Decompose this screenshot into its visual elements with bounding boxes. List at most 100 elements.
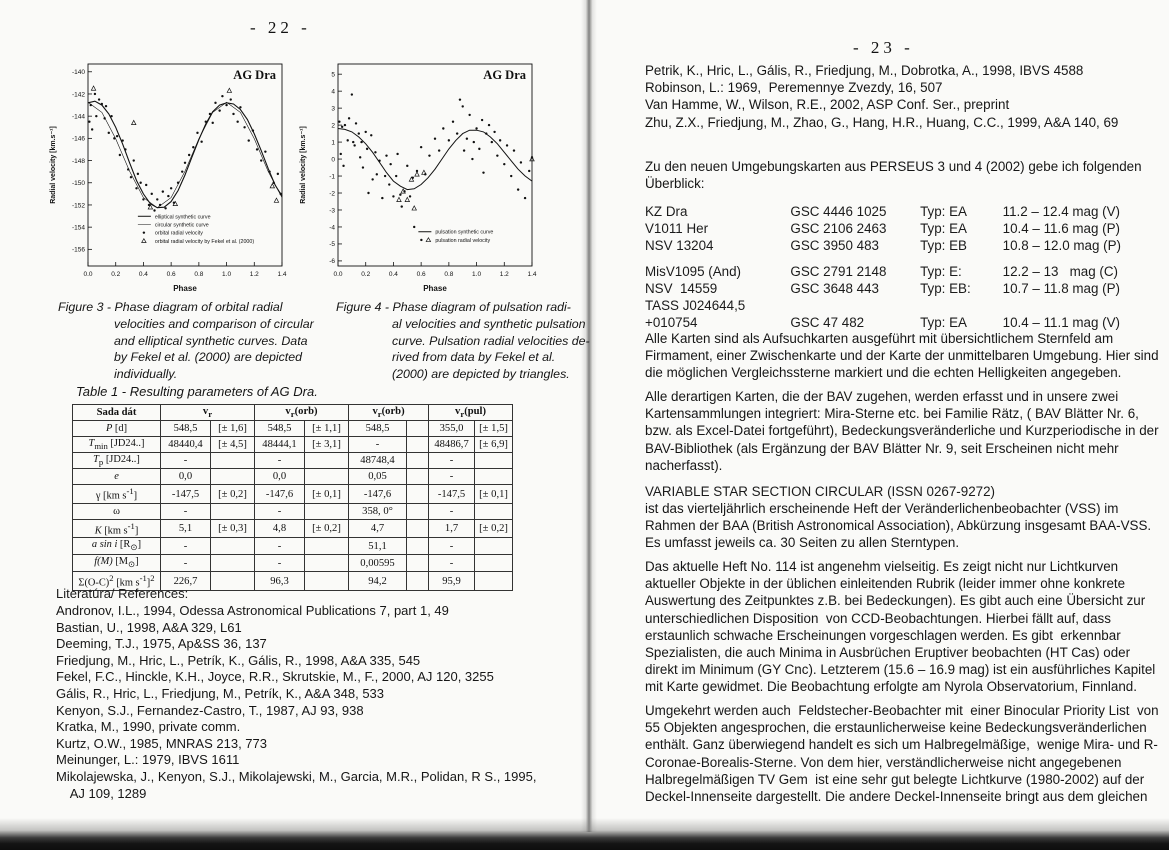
table-cell — [303, 502, 350, 520]
series-line — [87, 101, 283, 209]
star-mag: 10.7 – 11.8 mag (P) — [1002, 281, 1120, 296]
vss-heading: VARIABLE STAR SECTION CIRCULAR (ISSN 026… — [645, 484, 995, 499]
table-cell: - — [160, 537, 211, 556]
table-cell: [± 6,9] — [474, 436, 514, 454]
param-label: f(M) [M⊙] — [72, 554, 161, 573]
svg-text:0.8: 0.8 — [444, 271, 453, 278]
svg-text:pulsation radial velocity: pulsation radial velocity — [435, 238, 490, 244]
table-cell: - — [428, 452, 476, 470]
table-cell: 4,8 — [254, 518, 305, 539]
text-line: Zu den neuen Umgebungskarten aus PERSEUS… — [645, 159, 1142, 174]
star-mag: 10.4 – 11.1 mag (V) — [1002, 315, 1120, 330]
chart-legend: elliptical synthetic curve circular synth… — [137, 214, 254, 245]
text-line: Halbregelmäßigen TV Gem ist eine sehr gu… — [645, 771, 1145, 787]
text-line: 55 Objekten angesprochen, die erstaunlic… — [645, 720, 1147, 736]
star-name: MisV1095 (And) — [645, 264, 742, 279]
star-row: MisV1095 (And) GSC 2791 2148 Typ: E: 12.2 –… — [645, 263, 1150, 280]
text-line: Es umfasst jeweils ca. 30 Seiten zu alle… — [645, 535, 960, 551]
series-line — [337, 128, 533, 191]
star-mag: 10.8 – 12.0 mag (P) — [1002, 238, 1121, 253]
figure3-caption: Figure 3 - Phase diagram of orbital radi… — [58, 299, 334, 383]
text-line: Kurtz, O.W., 1985, MNRAS 213, 773 — [56, 735, 267, 751]
svg-text:elliptical synthetic curve: elliptical synthetic curve — [155, 214, 211, 220]
star-gsc: GSC 2106 2463 — [790, 221, 887, 236]
star-gsc: GSC 3950 483 — [790, 238, 879, 253]
text-line: Van Hamme, W., Wilson, R.E., 2002, ASP C… — [645, 97, 1010, 113]
text-line: individually. — [114, 367, 178, 382]
text-line: Deckel-Innenseite dargestellt. Die ander… — [645, 789, 1148, 805]
svg-text:3: 3 — [331, 105, 335, 112]
text-line: Alle derartigen Karten, die der BAV zuge… — [645, 389, 1119, 404]
svg-text:orbital radial velocity: orbital radial velocity — [155, 231, 203, 237]
chart-axes: 0.0 0.2 0.4 0.6 0.8 1.0 1.2 1.4 5 4 3 2 1 0 -1 -2 -3 -4 -5… — [300, 63, 537, 293]
table-cell — [303, 468, 350, 486]
text-line: Bastian, U., 1998, A&A 329, L61 — [56, 619, 242, 635]
text-line: bzw. als Excel-Datei fortgeführt), Bedec… — [645, 423, 1159, 439]
param-label: γ [km s-1] — [72, 484, 161, 504]
svg-text:1.0: 1.0 — [472, 271, 481, 278]
text-line: velocities and comparison of circular — [114, 316, 314, 331]
text-line: Petrik, K., Hric, L., Gális, R., Friedju… — [645, 63, 1084, 78]
table-header-cell: vr(orb) — [253, 403, 350, 422]
svg-text:4: 4 — [331, 88, 335, 95]
table-cell: - — [428, 537, 476, 556]
svg-text:Phase: Phase — [173, 284, 197, 293]
karten-paragraph: Alle Karten sind als Aufsuchkarten ausge… — [645, 330, 1159, 382]
svg-text:-2: -2 — [329, 190, 335, 197]
table-cell: - — [254, 452, 305, 470]
scan-page-22: - 22 - 0.0 0.2 0.4 0.6 0.8 1.0 1.2 1.4 -140 -142-… — [50, 18, 590, 801]
table-cell — [474, 554, 514, 573]
text-line: aktueller Objekte in der üblichen einlei… — [645, 576, 1126, 592]
table-cell: 0,05 — [348, 468, 408, 486]
series-triangles — [90, 85, 280, 210]
svg-text:0.6: 0.6 — [417, 271, 426, 278]
svg-text:-152: -152 — [72, 202, 85, 209]
umgekehrt-paragraph: Umgekehrt werden auch Feldstecher-Beobac… — [645, 702, 1159, 805]
table-cell — [406, 452, 430, 470]
table-cell: 548,5 — [348, 420, 408, 438]
chart-legend: pulsation synthetic curve pulsation radia… — [418, 230, 493, 244]
table-cell — [474, 502, 514, 520]
svg-text:1.4: 1.4 — [527, 271, 536, 278]
svg-text:orbital radial velocity by Fek: orbital radial velocity by Fekel et al. … — [155, 239, 254, 245]
text-line: Robinson, L.: 1969, Peremennye Zvezdy, 1… — [645, 80, 943, 96]
svg-text:-150: -150 — [72, 180, 85, 187]
svg-text:-4: -4 — [329, 224, 335, 231]
text-line: Das aktuelle Heft No. 114 ist angenehm v… — [645, 559, 1119, 574]
text-line: Auswertung des Zeitpunktes z.B. bei Bede… — [645, 593, 1146, 609]
param-label: P [d] — [72, 420, 161, 438]
table-cell — [210, 452, 255, 470]
table-cell: - — [254, 502, 305, 520]
param-label: K [km s-1] — [72, 518, 161, 539]
table-cell: 358, 0° — [348, 502, 408, 520]
text-line: Mikolajewska, J., Kenyon, S.J., Mikolaje… — [56, 768, 537, 784]
table-cell: [± 1,6] — [210, 420, 255, 438]
table-cell: [± 3,1] — [303, 436, 350, 454]
svg-text:-154: -154 — [72, 224, 85, 231]
text-line: rived from data by Fekel et al. — [392, 350, 556, 365]
derartigen-paragraph: Alle derartigen Karten, die der BAV zuge… — [645, 388, 1159, 474]
table-cell: [± 0,2] — [474, 518, 514, 539]
star-typ: Typ: E: — [920, 264, 962, 279]
table-cell: - — [254, 554, 305, 573]
star-mag: 10.4 – 11.6 mag (P) — [1002, 221, 1120, 236]
table-cell: 48486,7 — [428, 436, 476, 454]
table-header-cell: vr — [160, 403, 255, 422]
star-typ: Typ: EB: — [920, 281, 971, 296]
table-cell: 96,3 — [254, 571, 305, 591]
heft-paragraph: Das aktuelle Heft No. 114 ist angenehm v… — [645, 558, 1155, 696]
table-header-row: Sada dát vr vr(orb) vr(orb) vr(pul) — [72, 403, 514, 422]
figure4-caption: Figure 4 - Phase diagram of pulsation ra… — [336, 299, 590, 383]
table-cell: [± 0,1] — [303, 484, 350, 504]
star-name: V1011 Her — [645, 221, 709, 236]
table-cell — [303, 452, 350, 470]
star-gsc: GSC 3648 443 — [790, 281, 879, 296]
star-mag — [1003, 297, 1150, 314]
table-cell: [± 1,5] — [474, 420, 514, 438]
star-mag: 11.2 – 12.4 mag (V) — [1002, 204, 1120, 219]
table-cell — [474, 537, 514, 556]
text-line: Coronae-Borealis-Sterne. Von dem hier, v… — [645, 754, 1122, 770]
table-cell: -147,6 — [254, 484, 305, 504]
table-cell — [474, 452, 514, 470]
table-cell: 95,9 — [428, 571, 476, 591]
